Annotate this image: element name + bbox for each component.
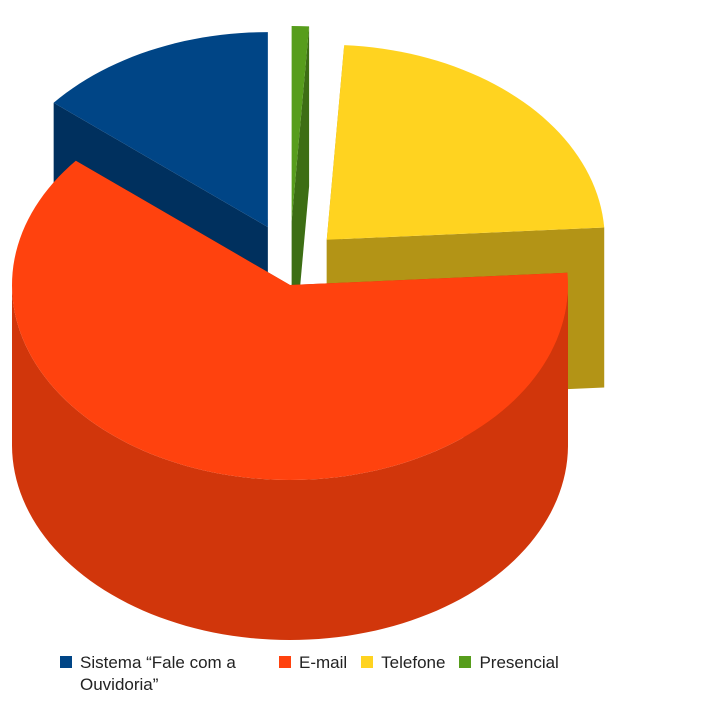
slice-top (291, 26, 310, 222)
legend-swatch (459, 656, 472, 668)
slice-top (53, 32, 268, 228)
legend-swatch (279, 656, 291, 668)
slice-side (12, 285, 568, 640)
legend-label: Sistema “Fale com a Ouvidoria” (80, 653, 236, 694)
legend-item: Telefone (361, 652, 445, 674)
legend-label: Telefone (381, 653, 446, 672)
legend-item: Sistema “Fale com a Ouvidoria” (60, 652, 265, 696)
legend-item: E-mail (279, 652, 347, 674)
chart (12, 26, 605, 640)
legend-item: Presencial (459, 652, 559, 674)
slice-top (12, 160, 568, 480)
legend-swatch (60, 656, 72, 668)
slice-top (326, 45, 605, 240)
legend: Sistema “Fale com a Ouvidoria” E-mail Tele… (60, 652, 573, 696)
legend-swatch (361, 656, 374, 668)
legend-label: Presencial (479, 653, 559, 672)
legend-label: E-mail (299, 653, 348, 672)
